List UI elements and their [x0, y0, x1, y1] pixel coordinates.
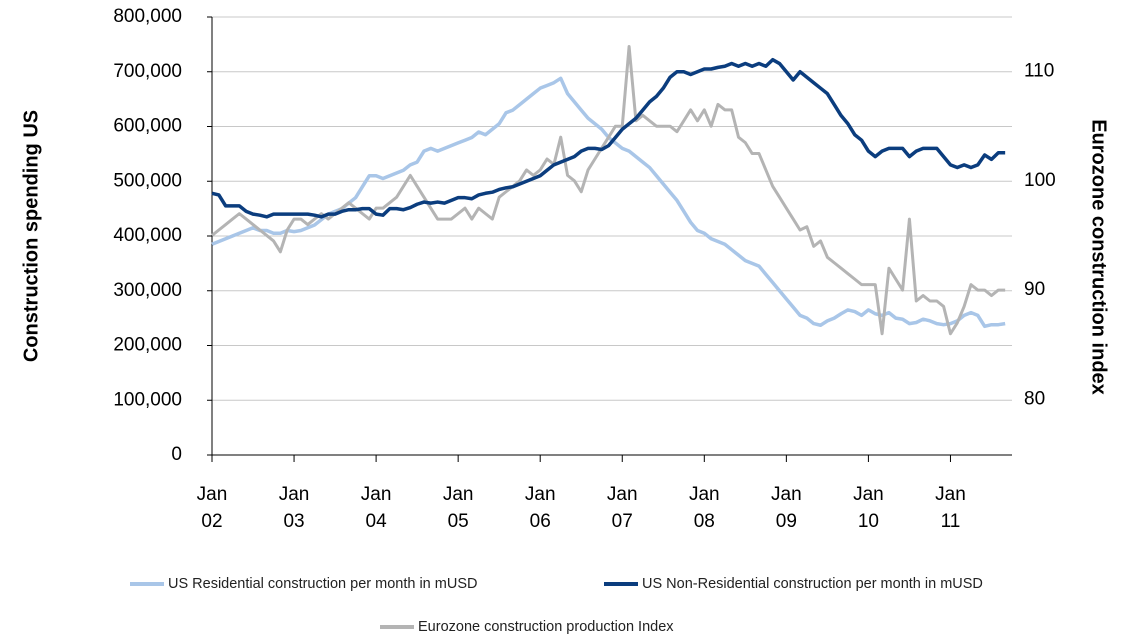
x-tick-label: Jan 05 — [442, 484, 474, 532]
y-tick-label: 700,000 — [113, 61, 182, 82]
legend-label: US Residential construction per month in… — [168, 576, 478, 592]
legend-swatch — [604, 582, 638, 586]
y2-axis-title: Eurozone construction index — [1088, 119, 1110, 395]
y2-tick-label: 110 — [1024, 61, 1054, 82]
x-tick-label: Jan 09 — [771, 484, 802, 532]
legend-item: Eurozone construction production Index — [380, 619, 674, 635]
legend-item: US Non-Residential construction per mont… — [604, 576, 983, 592]
y-axis-title: Construction spending US — [20, 110, 42, 362]
legend-label: US Non-Residential construction per mont… — [642, 576, 983, 592]
series-line — [211, 44, 1006, 336]
y-tick-label: 300,000 — [113, 280, 182, 301]
x-tick-label: Jan 11 — [935, 484, 966, 532]
y2-tick-label: 90 — [1024, 279, 1045, 300]
legend-item: US Residential construction per month in… — [130, 576, 477, 592]
y-tick-label: 600,000 — [113, 116, 182, 137]
x-tick-label: Jan 03 — [278, 484, 310, 532]
x-tick-label: Jan 10 — [853, 484, 884, 532]
x-tick-label: Jan 07 — [606, 484, 638, 532]
x-tick-label: Jan 06 — [524, 484, 556, 532]
legend-swatch — [130, 582, 164, 586]
series-line — [211, 57, 1006, 219]
x-tick-label: Jan 02 — [196, 484, 228, 532]
y-tick-label: 0 — [171, 444, 182, 465]
y2-tick-label: 80 — [1024, 388, 1045, 409]
y-tick-label: 100,000 — [113, 389, 182, 410]
legend-swatch — [380, 625, 414, 629]
y-tick-label: 200,000 — [113, 335, 182, 356]
legend-label: Eurozone construction production Index — [418, 619, 674, 635]
x-tick-label: Jan 08 — [688, 484, 720, 532]
y-tick-label: 400,000 — [113, 225, 182, 246]
x-tick-label: Jan 04 — [360, 484, 392, 532]
y-tick-label: 500,000 — [113, 170, 182, 191]
y2-tick-label: 100 — [1024, 170, 1056, 191]
y-tick-label: 800,000 — [113, 6, 182, 27]
